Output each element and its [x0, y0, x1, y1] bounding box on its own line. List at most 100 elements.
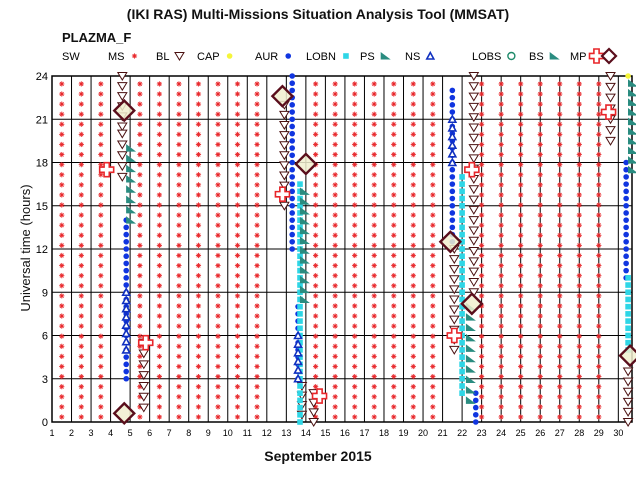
ms-marker: [176, 313, 182, 319]
ms-marker: [410, 323, 416, 329]
ms-marker: [352, 192, 358, 198]
ms-marker: [254, 343, 260, 349]
ms-marker: [576, 222, 582, 228]
aur-marker: [623, 224, 629, 231]
x-tick-label: 18: [379, 428, 389, 438]
ps-marker: [628, 127, 636, 135]
ms-marker: [78, 242, 84, 248]
chart-title: (IKI RAS) Multi-Missions Situation Analy…: [126, 6, 510, 22]
lobn-marker: [459, 318, 465, 324]
ms-marker: [195, 91, 202, 97]
ms-marker: [479, 172, 485, 178]
aur-marker: [449, 195, 456, 202]
aur-marker: [449, 94, 456, 101]
ms-marker: [391, 384, 397, 390]
ms-marker: [498, 252, 504, 259]
aur-marker: [623, 181, 629, 187]
ms-marker: [176, 353, 182, 360]
ms-marker: [557, 91, 563, 97]
ms-marker: [557, 333, 563, 339]
aur-marker: [449, 174, 456, 180]
lobn-marker: [297, 411, 303, 418]
ms-marker: [215, 313, 221, 319]
ms-marker: [537, 404, 543, 410]
ms-marker: [98, 283, 104, 289]
ms-marker: [430, 242, 436, 248]
lobn-marker: [459, 231, 465, 238]
ms-marker: [557, 303, 563, 309]
ms-marker: [98, 303, 104, 309]
ms-marker: [215, 121, 221, 127]
ms-marker: [479, 273, 485, 279]
ms-marker: [557, 151, 563, 158]
ms-marker: [596, 404, 602, 410]
ms-marker: [254, 414, 260, 420]
ms-marker: [176, 242, 182, 248]
ps-marker: [465, 385, 476, 394]
ms-marker: [156, 192, 163, 198]
legend-label: SW: [62, 51, 80, 63]
ms-marker: [156, 384, 163, 390]
ms-marker: [59, 172, 65, 178]
ms-marker: [430, 353, 436, 360]
aur-marker: [623, 217, 629, 223]
aur-marker: [289, 181, 296, 187]
ns-marker: [293, 364, 303, 374]
y-tick-label: 15: [36, 201, 48, 213]
ms-marker: [332, 394, 338, 400]
bl-marker: [448, 255, 460, 265]
ms-marker: [332, 242, 338, 248]
x-tick-label: 2: [69, 428, 74, 438]
ms-marker: [59, 384, 65, 390]
ms-marker: [98, 293, 104, 299]
x-tick-label: 27: [555, 428, 565, 438]
ms-marker: [195, 202, 202, 208]
ms-marker: [498, 172, 504, 178]
ms-marker: [371, 384, 377, 390]
ns-marker: [447, 122, 458, 132]
ms-marker: [596, 232, 602, 238]
ms-marker: [537, 81, 543, 87]
ms-marker: [410, 262, 416, 269]
ms-marker: [352, 212, 358, 218]
ns-marker: [447, 114, 458, 124]
ms-marker: [537, 141, 543, 148]
ms-marker: [518, 353, 524, 360]
ms-marker: [557, 404, 563, 410]
ms-marker: [371, 222, 377, 228]
ms-marker: [596, 353, 602, 360]
ms-marker: [518, 212, 524, 218]
aur-marker: [472, 419, 479, 425]
ms-marker: [479, 151, 485, 158]
bl-marker: [116, 82, 128, 92]
ms-marker: [576, 394, 582, 400]
lobn-marker: [297, 231, 303, 238]
x-tick-label: 24: [496, 428, 506, 438]
ms-marker: [313, 303, 319, 309]
ms-marker: [332, 323, 338, 329]
ms-marker: [352, 151, 358, 158]
ms-marker: [410, 131, 416, 137]
ms-marker: [576, 252, 582, 259]
x-tick-label: 4: [108, 428, 113, 438]
ms-marker: [195, 262, 202, 269]
ms-marker: [176, 414, 182, 420]
ms-marker: [371, 414, 377, 420]
bl-marker: [279, 171, 290, 181]
bl-marker: [468, 144, 480, 154]
ms-marker: [371, 323, 377, 329]
ms-marker: [176, 293, 182, 299]
ms-marker: [391, 343, 397, 349]
legend-teal-flag-icon: [380, 52, 391, 60]
ms-marker: [59, 91, 65, 97]
aur-marker: [289, 210, 296, 216]
bl-marker: [138, 403, 150, 413]
x-tick-label: 17: [359, 428, 369, 438]
ms-marker: [410, 313, 416, 319]
aur-marker: [472, 397, 479, 404]
ms-marker: [430, 111, 436, 117]
bl-marker: [605, 82, 616, 92]
aur-marker: [289, 231, 296, 238]
ms-marker: [430, 373, 436, 380]
ms-marker: [195, 141, 202, 148]
